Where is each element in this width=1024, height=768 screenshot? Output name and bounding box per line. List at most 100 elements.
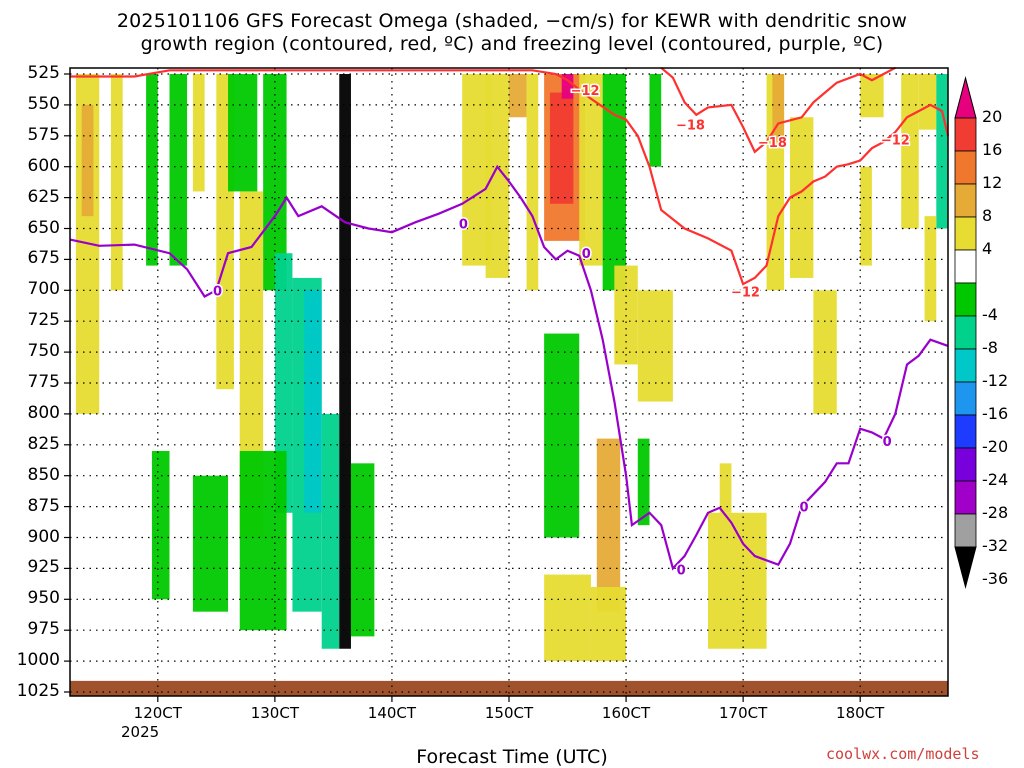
colorbar-tick-label: 16: [982, 140, 1003, 159]
omega-cell-25: [561, 74, 574, 99]
omega-cell-43: [901, 74, 919, 229]
y-tick-label: 925: [27, 557, 60, 578]
y-tick-label: 800: [27, 402, 60, 423]
omega-cell-45: [936, 74, 948, 229]
colorbar-tick-label: -20: [982, 437, 1009, 456]
colorbar-bin-8: [954, 348, 977, 383]
omega-cell-26: [579, 74, 603, 266]
contour-label-4: 0: [799, 501, 808, 516]
omega-cell-30: [544, 574, 591, 662]
y-tick-label: 600: [27, 155, 60, 176]
omega-cell-40: [789, 117, 814, 278]
colorbar-tick-label: 20: [982, 107, 1003, 126]
colorbar-bin-9: [954, 381, 977, 416]
y-tick-label: 1025: [16, 681, 60, 701]
contour-label-9: −12: [881, 134, 910, 149]
y-tick-label: 875: [27, 495, 60, 516]
y-tick-label: 550: [27, 93, 60, 114]
y-tick-label: 975: [27, 619, 60, 640]
colorbar-tick-label: -12: [982, 371, 1009, 390]
omega-cell-9: [263, 74, 287, 291]
x-axis-title: Forecast Time (UTC): [416, 746, 608, 768]
omega-cell-32: [590, 586, 627, 662]
colorbar-tick-label: 4: [982, 239, 993, 258]
colorbar-bottom-arrow: [954, 546, 977, 589]
contour-2: [660, 66, 896, 154]
omega-cell-29: [544, 333, 580, 538]
chart-title-line-1: 2025101106 GFS Forecast Omega (shaded, −…: [116, 10, 908, 32]
omega-cell-27: [602, 74, 627, 291]
colorbar-tick-label: -32: [982, 536, 1009, 555]
omega-cell-8: [228, 74, 258, 192]
x-tick-label: 180CT: [836, 704, 885, 722]
colorbar-bin-3: [954, 183, 977, 218]
omega-cell-31: [596, 438, 621, 612]
contour-label-8: −18: [758, 136, 787, 151]
y-tick-label: 675: [27, 248, 60, 269]
contour-label-1: 0: [459, 218, 468, 233]
contour-label-2: 0: [582, 247, 591, 262]
colorbar-bin-11: [954, 447, 977, 482]
omega-cell-1: [81, 104, 94, 217]
chart-title-line-2: growth region (contoured, red, ºC) and f…: [140, 33, 884, 55]
terrain-band: [70, 680, 948, 696]
omega-cell-5: [192, 74, 205, 192]
colorbar-bin-6: [954, 282, 977, 317]
omega-cell-10: [274, 253, 293, 513]
omega-cell-24: [549, 92, 574, 204]
omega-cell-18: [151, 450, 170, 600]
colorbar-bin-4: [954, 216, 977, 251]
colorbar: [954, 76, 977, 589]
y-tick-label: 750: [27, 341, 60, 362]
contour-label-6: −12: [571, 84, 600, 99]
omega-cell-16: [192, 475, 229, 612]
colorbar-tick-label: -16: [982, 404, 1009, 423]
x-tick-label: 170CT: [718, 704, 768, 722]
x-tick-label: 150CT: [484, 704, 534, 722]
x-tick-label: 130CT: [250, 704, 299, 722]
x-tick-label: 160CT: [601, 704, 651, 722]
y-tick-label: 725: [27, 310, 60, 331]
y-tick-label: 825: [27, 433, 60, 454]
x-tick-label: 120CT: [133, 704, 182, 722]
omega-cell-37: [719, 463, 732, 513]
colorbar-tick-label: -8: [982, 338, 998, 357]
omega-cell-33: [637, 438, 650, 526]
y-tick-label: 1000: [16, 650, 60, 671]
contour-1: [70, 69, 950, 286]
colorbar-tick-label: -4: [982, 305, 998, 324]
colorbar-tick-label: -36: [982, 569, 1009, 588]
omega-shading: [75, 74, 948, 662]
contour-0: [69, 164, 949, 571]
colorbar-bin-7: [954, 315, 977, 350]
colorbar-bin-5: [954, 249, 977, 284]
y-tick-label: 700: [27, 279, 60, 300]
contour-label-3: 0: [677, 564, 686, 579]
y-tick-label: 900: [27, 526, 60, 547]
omega-cell-39: [772, 74, 785, 142]
omega-cell-46: [924, 216, 937, 322]
omega-cell-2: [110, 74, 123, 291]
credit-link[interactable]: coolwx.com/models: [826, 745, 980, 763]
grid: [70, 68, 948, 696]
colorbar-bin-10: [954, 414, 977, 449]
omega-cell-17: [239, 450, 287, 631]
colorbar-bin-2: [954, 150, 977, 185]
colorbar-tick-label: 12: [982, 173, 1003, 192]
y-tick-label: 525: [27, 63, 60, 83]
colorbar-bin-1: [954, 117, 977, 152]
omega-cell-44: [918, 74, 937, 130]
y-tick-label: 575: [27, 124, 60, 145]
y-tick-label: 775: [27, 372, 60, 392]
colorbar-tick-label: -24: [982, 470, 1009, 489]
omega-cell-13: [321, 413, 340, 649]
y-tick-label: 950: [27, 588, 60, 609]
omega-cell-47: [860, 166, 872, 266]
y-tick-label: 650: [27, 217, 60, 238]
colorbar-bin-12: [954, 480, 977, 515]
y-tick-label: 850: [27, 464, 60, 485]
omega-cell-3: [146, 74, 158, 266]
contour-label-7: −18: [676, 119, 705, 134]
omega-cell-34: [637, 290, 673, 402]
omega-cell-35: [649, 74, 662, 167]
